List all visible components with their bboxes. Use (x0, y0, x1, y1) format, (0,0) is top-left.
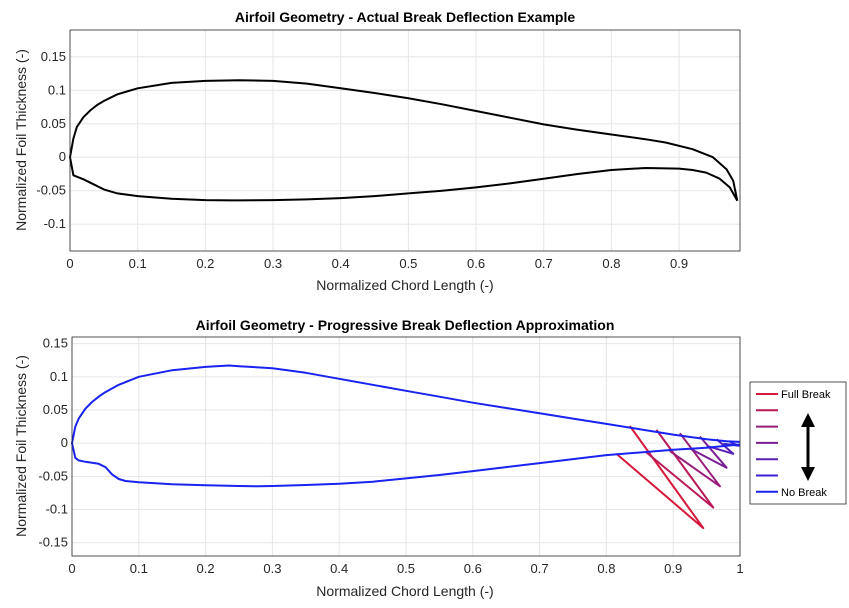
x-tick-label: 0 (68, 561, 75, 576)
y-tick-label: -0.05 (38, 468, 68, 483)
y-tick-label: 0.15 (41, 49, 66, 64)
chart2-axes-box (71, 336, 741, 557)
actual-break-chart: Airfoil Geometry - Actual Break Deflecti… (13, 9, 741, 293)
chart2-x-ticks: 0 0.1 0.2 0.3 0.4 0.5 0.6 0.7 0.8 0.9 1 (68, 561, 743, 576)
x-tick-label: 0.6 (464, 561, 482, 576)
x-tick-label: 0.4 (332, 256, 350, 271)
y-tick-label: 0.1 (48, 82, 66, 97)
series-line (723, 440, 740, 447)
x-tick-label: 0.8 (602, 256, 620, 271)
x-tick-label: 0 (66, 256, 73, 271)
chart2-series (71, 364, 741, 530)
y-tick-label: 0.1 (50, 369, 68, 384)
x-tick-label: 0.2 (197, 561, 215, 576)
y-tick-label: 0.15 (43, 336, 68, 351)
chart2-y-ticks: -0.15 -0.1 -0.05 0 0.05 0.1 0.15 (38, 336, 68, 550)
y-tick-label: 0.05 (41, 116, 66, 131)
legend-entries: Full Break No Break (756, 389, 831, 499)
x-tick-label: 0.1 (129, 256, 147, 271)
series-line (706, 438, 735, 455)
x-tick-label: 0.5 (399, 256, 417, 271)
double-arrow-icon (801, 413, 815, 481)
chart1-y-ticks: -0.1 -0.05 0 0.05 0.1 0.15 (36, 49, 66, 231)
chart1-y-label: Normalized Foil Thickness (-) (13, 49, 29, 231)
x-tick-label: 0.5 (397, 561, 415, 576)
series-line (71, 364, 741, 488)
legend-label: No Break (781, 487, 827, 499)
y-tick-label: 0 (61, 435, 68, 450)
chart2-y-label: Normalized Foil Thickness (-) (13, 355, 29, 537)
legend-label: Full Break (781, 389, 831, 401)
chart1-grid (69, 30, 740, 251)
chart2-x-label: Normalized Chord Length (-) (316, 583, 493, 599)
x-tick-label: 0.9 (664, 561, 682, 576)
x-tick-label: 0.6 (467, 256, 485, 271)
chart1-series (69, 79, 739, 202)
x-tick-label: 0.4 (330, 561, 348, 576)
y-tick-label: 0 (59, 149, 66, 164)
chart2-grid (71, 337, 741, 556)
x-tick-label: 0.2 (196, 256, 214, 271)
x-tick-label: 0.7 (535, 256, 553, 271)
y-tick-label: 0.05 (43, 402, 68, 417)
y-tick-label: -0.05 (36, 183, 66, 198)
y-tick-label: -0.15 (38, 535, 68, 550)
x-tick-label: 0.9 (670, 256, 688, 271)
y-tick-label: -0.1 (44, 216, 66, 231)
x-tick-label: 1 (736, 561, 743, 576)
chart1-axes-box (69, 29, 741, 252)
y-tick-label: -0.1 (46, 502, 68, 517)
series-line (69, 79, 739, 202)
chart1-title: Airfoil Geometry - Actual Break Deflecti… (235, 9, 575, 25)
chart1-x-ticks: 0 0.1 0.2 0.3 0.4 0.5 0.6 0.7 0.8 0.9 (66, 256, 688, 271)
progressive-break-chart: Airfoil Geometry - Progressive Break Def… (13, 317, 744, 599)
x-tick-label: 0.1 (130, 561, 148, 576)
legend: Full Break No Break (749, 381, 847, 505)
chart2-title: Airfoil Geometry - Progressive Break Def… (196, 317, 615, 333)
x-tick-label: 0.7 (531, 561, 549, 576)
x-tick-label: 0.3 (263, 561, 281, 576)
chart1-x-label: Normalized Chord Length (-) (316, 277, 493, 293)
x-tick-label: 0.3 (264, 256, 282, 271)
x-tick-label: 0.8 (597, 561, 615, 576)
